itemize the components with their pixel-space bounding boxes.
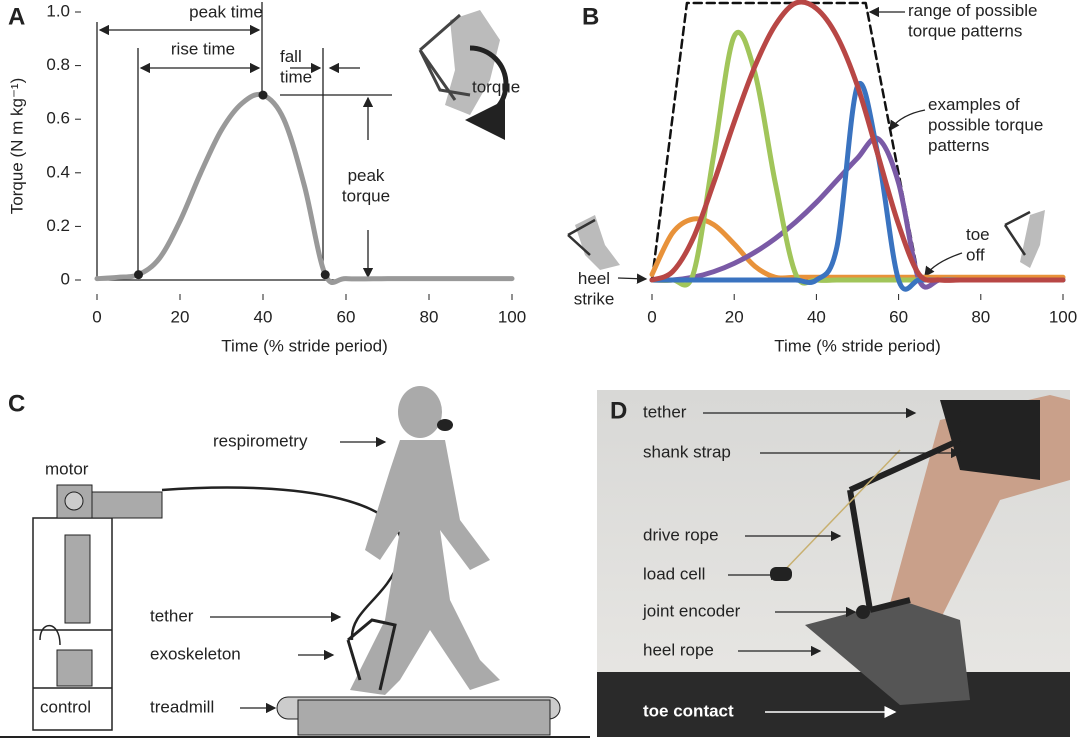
panel-label: A xyxy=(8,3,25,30)
x-tick-label: 60 xyxy=(889,307,908,326)
photo-label: joint encoder xyxy=(642,601,741,620)
panel-label: B xyxy=(582,3,599,30)
annotation: peak time xyxy=(189,2,263,21)
x-tick-label: 0 xyxy=(647,307,656,326)
x-tick-label: 0 xyxy=(92,307,101,326)
annotation: rise time xyxy=(171,39,235,58)
photo-label: load cell xyxy=(643,564,705,583)
x-tick-label: 20 xyxy=(171,307,190,326)
diagram-label: control xyxy=(40,697,91,716)
annotation: peak torque xyxy=(342,166,390,205)
x-tick-label: 100 xyxy=(498,307,526,326)
x-tick-label: 60 xyxy=(337,307,356,326)
annotation: fall time xyxy=(280,47,312,86)
x-tick-label: 80 xyxy=(420,307,439,326)
y-axis-label: Torque (N m kg⁻¹) xyxy=(7,78,26,215)
annotation: heel strike xyxy=(574,269,615,308)
annotation: range of possible torque patterns xyxy=(908,1,1037,40)
photo-label: toe contact xyxy=(643,701,734,720)
panel-b-icons xyxy=(567,6,1045,284)
diagram-label: exoskeleton xyxy=(150,644,241,663)
photo-label: drive rope xyxy=(643,525,719,544)
diagram-label: tether xyxy=(150,606,194,625)
photo-label: tether xyxy=(643,402,687,421)
y-tick-label: 0.2 xyxy=(46,216,70,235)
annotation: toe off xyxy=(966,225,990,264)
annotation: torque xyxy=(472,77,520,96)
x-tick-label: 100 xyxy=(1049,307,1077,326)
x-tick-label: 40 xyxy=(254,307,273,326)
marked-point xyxy=(258,90,268,100)
y-tick-label: 0.8 xyxy=(46,55,70,74)
panel-d-arrows xyxy=(703,407,962,718)
diagram-label: respirometry xyxy=(213,431,308,450)
marked-point xyxy=(134,270,143,280)
x-tick-label: 20 xyxy=(725,307,744,326)
x-tick-label: 40 xyxy=(807,307,826,326)
panel-label: C xyxy=(8,390,25,417)
photo-label: heel rope xyxy=(643,640,714,659)
y-tick-label: 0 xyxy=(61,269,70,288)
x-axis-label: Time (% stride period) xyxy=(774,336,941,355)
y-tick-label: 0.4 xyxy=(46,162,70,181)
series-line xyxy=(649,0,1066,283)
panel-label: D xyxy=(610,397,627,424)
panel-c xyxy=(0,386,590,738)
y-tick-label: 1.0 xyxy=(46,1,70,20)
y-tick-label: 0.6 xyxy=(46,109,70,128)
series-line xyxy=(649,216,1066,281)
annotation: examples of possible torque patterns xyxy=(928,95,1043,155)
panel-d-photo xyxy=(597,390,1070,737)
series-line xyxy=(94,91,515,285)
diagram-label: motor xyxy=(45,459,89,478)
range-envelope xyxy=(650,1,921,282)
x-axis-label: Time (% stride period) xyxy=(221,336,388,355)
marked-point xyxy=(320,270,330,280)
diagram-label: treadmill xyxy=(150,697,214,716)
panel-a-annotations xyxy=(96,2,509,280)
photo-label: shank strap xyxy=(643,442,731,461)
x-tick-label: 80 xyxy=(971,307,990,326)
